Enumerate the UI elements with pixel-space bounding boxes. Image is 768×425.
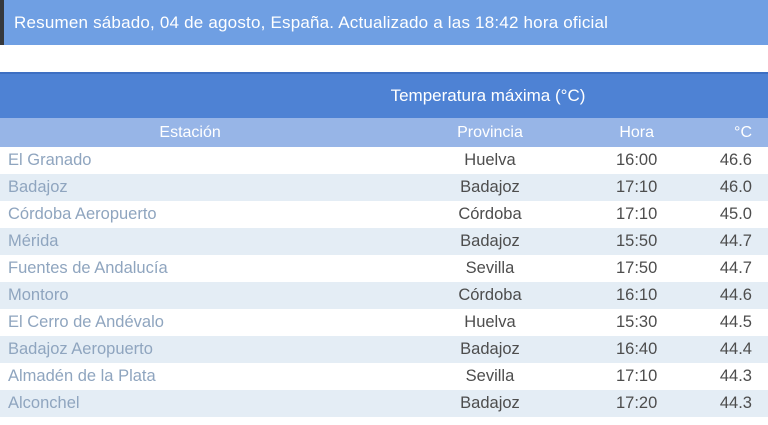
cell-temp: 44.4 [719,340,752,358]
table-title-text: Temperatura máxima (°C) [390,86,586,105]
cell-provincia: Huelva [464,151,516,169]
table-row: Badajoz Badajoz 17:10 46.0 [0,174,768,201]
cell-hora: 15:50 [616,232,658,250]
banner-table-gap [0,45,768,72]
table-row: Badajoz Aeropuerto Badajoz 16:40 44.4 [0,336,768,363]
cell-estacion: Badajoz [8,178,68,196]
summary-banner-text: Resumen sábado, 04 de agosto, España. Ac… [14,12,609,32]
cell-hora: 17:10 [616,367,658,385]
table-row: Montoro Córdoba 16:10 44.6 [0,282,768,309]
cell-hora: 17:50 [616,259,658,277]
cell-estacion: Mérida [8,232,59,250]
cell-provincia: Badajoz [460,232,520,250]
cell-estacion: Badajoz Aeropuerto [8,340,153,358]
cell-temp: 44.3 [719,367,752,385]
table-row: Fuentes de Andalucía Sevilla 17:50 44.7 [0,255,768,282]
cell-provincia: Badajoz [460,340,520,358]
cell-hora: 17:20 [616,394,658,412]
table-row: El Cerro de Andévalo Huelva 15:30 44.5 [0,309,768,336]
table-row: Alconchel Badajoz 17:20 44.3 [0,390,768,417]
cell-temp: 44.7 [719,259,752,277]
cell-hora: 17:10 [616,205,658,223]
cell-estacion: El Cerro de Andévalo [8,313,164,331]
table-body: El Granado Huelva 16:00 46.6 Badajoz Bad… [0,147,768,417]
banner-accent-bar [0,0,4,45]
cell-provincia: Badajoz [460,394,520,412]
summary-banner: Resumen sábado, 04 de agosto, España. Ac… [0,0,768,45]
cell-estacion: Alconchel [8,394,80,412]
column-header-temp: °C [673,118,768,147]
cell-temp: 44.6 [719,286,752,304]
column-header-provincia: Provincia [380,118,600,147]
cell-provincia: Sevilla [465,259,515,277]
cell-estacion: Fuentes de Andalucía [8,259,168,277]
cell-estacion: El Granado [8,151,92,169]
table-row: Almadén de la Plata Sevilla 17:10 44.3 [0,363,768,390]
cell-provincia: Sevilla [465,367,515,385]
cell-provincia: Córdoba [458,286,522,304]
temperature-table: Estación Provincia Hora °C El Granado Hu… [0,118,768,417]
cell-estacion: Almadén de la Plata [8,367,156,385]
cell-hora: 16:40 [616,340,658,358]
column-header-estacion: Estación [0,118,381,147]
table-row: Córdoba Aeropuerto Córdoba 17:10 45.0 [0,201,768,228]
cell-provincia: Badajoz [460,178,520,196]
cell-estacion: Córdoba Aeropuerto [8,205,157,223]
cell-provincia: Córdoba [458,205,522,223]
cell-estacion: Montoro [8,286,69,304]
table-header-row: Estación Provincia Hora °C [0,118,768,147]
cell-hora: 15:30 [616,313,658,331]
cell-hora: 17:10 [616,178,658,196]
cell-hora: 16:10 [616,286,658,304]
cell-temp: 46.0 [719,178,752,196]
cell-temp: 44.7 [719,232,752,250]
table-title-bar: Temperatura máxima (°C) [0,72,768,118]
cell-temp: 45.0 [719,205,752,223]
cell-temp: 46.6 [719,151,752,169]
column-header-hora: Hora [599,118,674,147]
cell-provincia: Huelva [464,313,516,331]
cell-temp: 44.5 [719,313,752,331]
table-row: Mérida Badajoz 15:50 44.7 [0,228,768,255]
cell-hora: 16:00 [616,151,658,169]
cell-temp: 44.3 [719,394,752,412]
table-row: El Granado Huelva 16:00 46.6 [0,147,768,174]
